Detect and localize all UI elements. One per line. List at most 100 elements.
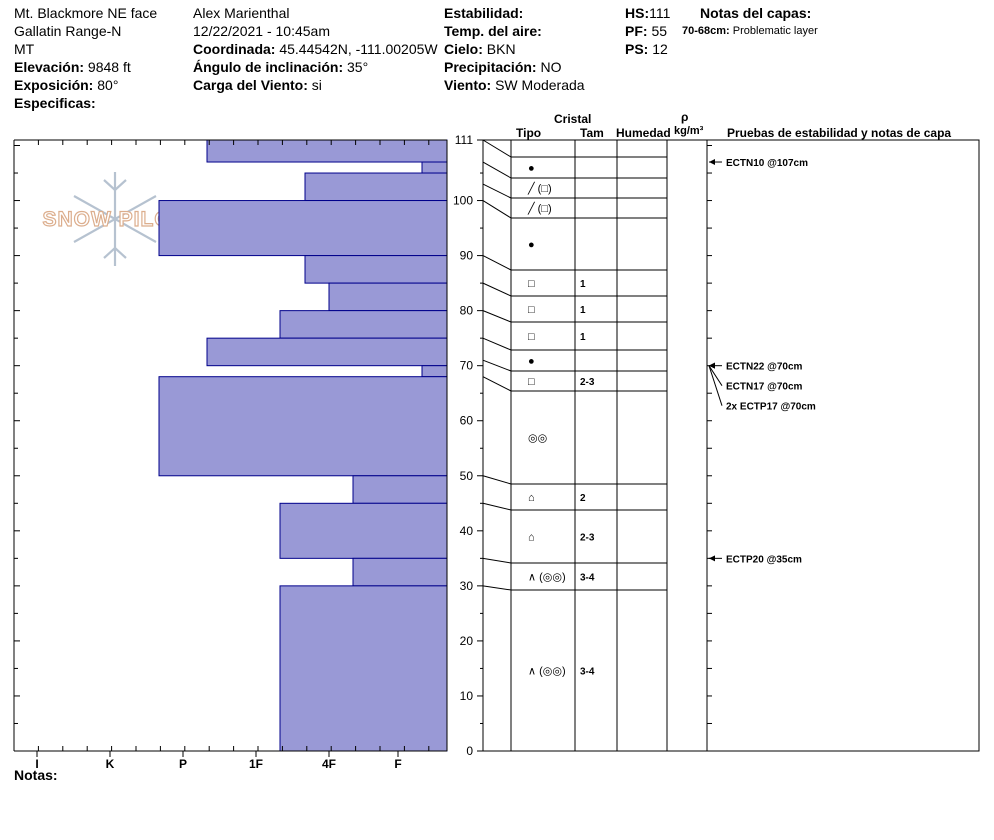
state-name: MT (14, 41, 35, 57)
hardness-bar-2 (304, 172, 448, 202)
crystal-connector-10 (482, 475, 512, 485)
precipitation: Precipitación: NO (444, 59, 562, 75)
location-name: Mt. Blackmore NE face (14, 5, 158, 21)
hardness-label-1F: 1F (249, 757, 263, 771)
layer-note: 70-68cm: Problematic layer (682, 25, 818, 37)
elevation: Elevación: 9848 ft (14, 59, 131, 75)
layer-notes-title: Notas del capas: (700, 5, 812, 21)
test-label-2: ECTN17 @70cm (726, 382, 803, 393)
depth-label-100: 100 (453, 194, 473, 208)
column-crystal: Cristal (554, 112, 592, 126)
crystal-connector-12 (482, 557, 512, 564)
hardness-bar-6 (279, 310, 448, 339)
test-arrowhead-3 (709, 362, 715, 369)
hs: HS:111 (625, 5, 671, 21)
crystal-type-12: ∧ (◎◎) (528, 572, 566, 584)
crystal-type-5: □ (528, 304, 535, 316)
depth-label-40: 40 (460, 524, 474, 538)
crystal-connector-2 (482, 183, 512, 199)
hardness-bar-8 (421, 365, 448, 378)
depth-label-90: 90 (460, 249, 474, 263)
test-label-3: 2x ECTP17 @70cm (726, 402, 816, 413)
observer-name: Alex Marienthal (193, 5, 290, 21)
test-arrow-3 (708, 365, 723, 406)
crystal-connector-5 (482, 282, 512, 297)
aspect: Exposición: 80° (14, 77, 119, 93)
crystal-connector-8 (482, 359, 512, 372)
crystal-connector-13 (482, 585, 512, 591)
specifics: Especificas: (14, 95, 96, 111)
crystal-type-8: □ (528, 376, 535, 388)
crystal-size-11: 2-3 (580, 533, 595, 544)
crystal-size-5: 1 (580, 305, 586, 316)
hardness-label-4F: 4F (322, 757, 336, 771)
crystal-connector-6 (482, 310, 512, 323)
crystal-connector-9 (482, 376, 512, 392)
crystal-size-13: 3-4 (580, 667, 595, 678)
crystal-type-3: ● (528, 239, 535, 251)
crystal-type-4: □ (528, 278, 535, 290)
ps: PS: 12 (625, 41, 668, 57)
coordinates: Coordinada: 45.44542N, -111.00205W (193, 41, 438, 57)
column-size: Tam (580, 126, 604, 140)
sky: Cielo: BKN (444, 41, 516, 57)
hardness-label-K: K (106, 757, 115, 771)
crystal-type-13: ∧ (◎◎) (528, 666, 566, 678)
column-type: Tipo (516, 126, 542, 140)
crystal-type-11: ⌂ (528, 532, 535, 544)
crystal-type-2: ╱ (□) (527, 201, 552, 215)
test-arrow-2 (708, 365, 723, 386)
slope-angle: Ángulo de inclinación: 35° (193, 59, 369, 75)
depth-label-70: 70 (460, 359, 474, 373)
depth-label-80: 80 (460, 304, 474, 318)
hardness-label-P: P (179, 757, 187, 771)
test-arrowhead-0 (709, 159, 715, 166)
wind: Viento: SW Moderada (444, 77, 585, 93)
crystal-size-6: 1 (580, 332, 586, 343)
hardness-bar-9 (158, 376, 448, 477)
column-density-unit: kg/m³ (674, 125, 704, 137)
hardness-bar-0 (206, 139, 448, 163)
depth-label-20: 20 (460, 634, 474, 648)
range-name: Gallatin Range-N (14, 23, 122, 39)
pf: PF: 55 (625, 23, 668, 39)
depth-label-50: 50 (460, 469, 474, 483)
depth-label-30: 30 (460, 579, 474, 593)
test-label-1: ECTN22 @70cm (726, 362, 803, 373)
crystal-connector-0 (482, 139, 512, 158)
hardness-bar-4 (304, 255, 448, 284)
test-arrowhead-4 (709, 555, 715, 562)
datetime: 12/22/2021 - 10:45am (193, 23, 330, 39)
crystal-type-7: ● (528, 356, 535, 368)
test-label-0: ECTN10 @107cm (726, 158, 808, 169)
crystal-size-12: 3-4 (580, 573, 595, 584)
crystal-connector-3 (482, 200, 512, 219)
crystal-connector-1 (482, 161, 512, 179)
hardness-bar-1 (421, 161, 448, 174)
wind-loading: Carga del Viento: si (193, 77, 322, 93)
depth-label-60: 60 (460, 414, 474, 428)
hardness-bar-11 (279, 502, 448, 559)
hardness-bar-10 (352, 475, 448, 504)
column-moisture: Humedad (616, 126, 671, 140)
crystal-type-10: ⌂ (528, 492, 535, 504)
crystal-size-8: 2-3 (580, 377, 595, 388)
crystal-table-frame (482, 139, 980, 752)
depth-label-111: 111 (455, 133, 474, 147)
stability: Estabilidad: (444, 5, 524, 21)
hardness-bar-13 (279, 585, 448, 752)
column-tests: Pruebas de estabilidad y notas de capa (727, 126, 952, 140)
crystal-size-4: 1 (580, 279, 586, 290)
crystal-type-6: □ (528, 331, 535, 343)
depth-label-10: 10 (460, 689, 474, 703)
crystal-size-10: 2 (580, 493, 586, 504)
crystal-connector-11 (482, 502, 512, 511)
crystal-connector-4 (482, 255, 512, 271)
hardness-label-I: I (35, 757, 38, 771)
depth-label-0: 0 (466, 744, 473, 758)
crystal-type-9: ◎◎ (528, 433, 547, 445)
crystal-connector-7 (482, 337, 512, 351)
hardness-bar-12 (352, 557, 448, 587)
hardness-bar-3 (158, 200, 448, 257)
